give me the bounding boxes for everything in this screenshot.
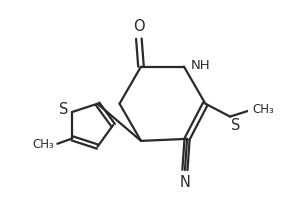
Text: N: N xyxy=(180,175,190,190)
Text: S: S xyxy=(231,118,241,133)
Text: NH: NH xyxy=(190,59,210,72)
Text: CH₃: CH₃ xyxy=(253,103,274,116)
Text: S: S xyxy=(59,102,69,117)
Text: O: O xyxy=(133,19,145,34)
Text: CH₃: CH₃ xyxy=(32,138,54,151)
